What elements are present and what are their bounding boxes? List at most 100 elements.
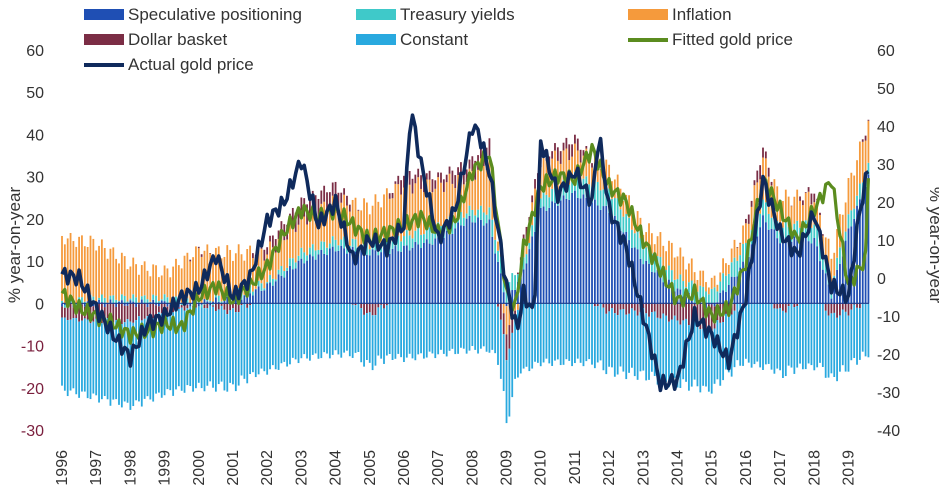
bar-segment-constant <box>460 303 462 348</box>
bar-segment-speculative-positioning <box>203 299 206 304</box>
bar-segment-constant <box>753 303 756 365</box>
bar-segment-dollar-basket <box>784 303 787 313</box>
bar-segment-dollar-basket <box>756 170 759 183</box>
bar-segment-inflation <box>739 243 742 256</box>
bar-segment-speculative-positioning <box>861 196 864 304</box>
bar-segment-constant <box>115 320 118 400</box>
x-tick-label: 2003 <box>293 450 310 485</box>
bar-segment-treasury-yields <box>522 257 525 270</box>
bar-segment-speculative-positioning <box>611 217 613 304</box>
bar-segment-constant <box>357 303 360 352</box>
bar-segment-inflation <box>613 179 616 199</box>
bar-segment-dollar-basket <box>864 135 867 141</box>
bar-segment-constant <box>437 303 440 355</box>
bar-segment-treasury-yields <box>505 288 508 304</box>
bar-segment-constant <box>819 303 821 363</box>
bar-segment-constant <box>699 329 702 393</box>
bar-segment-treasury-yields <box>682 281 685 297</box>
bar-segment-dollar-basket <box>833 303 836 313</box>
bar-segment-treasury-yields <box>126 301 129 304</box>
bar-segment-inflation <box>494 215 497 240</box>
bar-segment-constant <box>320 303 323 359</box>
bar-segment-speculative-positioning <box>240 299 243 304</box>
bar-segment-dollar-basket <box>819 212 821 216</box>
bar-segment-speculative-positioning <box>616 221 619 304</box>
bar-segment-inflation <box>183 255 186 298</box>
bar-segment-constant <box>562 303 565 365</box>
bar-segment-constant <box>109 323 112 406</box>
bar-segment-treasury-yields <box>112 295 115 304</box>
bar-segment-constant <box>175 311 177 390</box>
bar-segment-inflation <box>266 254 269 283</box>
bar-segment-constant <box>528 303 531 372</box>
bar-segment-speculative-positioning <box>140 299 143 304</box>
bar-segment-inflation <box>742 225 744 244</box>
bar-segment-constant <box>605 313 608 375</box>
bar-segment-dollar-basket <box>707 304 710 329</box>
bar-segment-speculative-positioning <box>739 267 742 304</box>
left-tick-label: 0 <box>35 296 44 313</box>
bar-segment-dollar-basket <box>300 197 303 211</box>
bar-segment-constant <box>257 303 260 375</box>
bar-segment-constant <box>283 303 286 362</box>
bar-segment-treasury-yields <box>252 291 254 296</box>
bar-segment-treasury-yields <box>243 294 246 296</box>
bar-segment-constant <box>554 303 556 361</box>
bar-segment-speculative-positioning <box>380 252 383 304</box>
bar-segment-constant <box>294 303 297 360</box>
bar-segment-dollar-basket <box>232 303 234 309</box>
bar-segment-inflation <box>836 229 838 258</box>
bar-segment-constant <box>861 303 864 352</box>
x-tick-label: 2006 <box>396 450 413 485</box>
bar-segment-speculative-positioning <box>431 244 434 304</box>
bar-segment-speculative-positioning <box>482 225 485 304</box>
bar-segment-constant <box>653 311 656 376</box>
bar-segment-dollar-basket <box>631 303 633 309</box>
bar-segment-constant <box>86 319 89 399</box>
bar-segment-inflation <box>95 250 98 302</box>
bar-segment-constant <box>166 312 169 390</box>
bar-segment-dollar-basket <box>853 303 856 305</box>
bar-segment-dollar-basket <box>155 305 157 316</box>
bar-segment-dollar-basket <box>753 180 756 186</box>
bar-segment-dollar-basket <box>799 196 801 201</box>
bar-segment-treasury-yields <box>517 274 519 282</box>
bar-segment-dollar-basket <box>810 193 813 205</box>
bar-segment-dollar-basket <box>366 303 368 314</box>
bar-segment-constant <box>844 311 847 372</box>
bar-segment-speculative-positioning <box>83 303 86 307</box>
bar-segment-treasury-yields <box>579 183 582 199</box>
bar-segment-speculative-positioning <box>243 295 246 304</box>
bar-segment-constant <box>394 303 397 359</box>
bar-segment-inflation <box>283 240 286 272</box>
bar-segment-inflation <box>679 247 682 275</box>
bar-segment-speculative-positioning <box>303 263 306 304</box>
bar-segment-constant <box>745 303 747 359</box>
bar-segment-treasury-yields <box>676 279 679 289</box>
bar-segment-inflation <box>551 158 554 189</box>
bar-segment-dollar-basket <box>705 308 707 329</box>
bar-segment-constant <box>522 303 525 369</box>
bar-segment-dollar-basket <box>123 305 126 323</box>
bar-segment-speculative-positioning <box>471 222 474 304</box>
bar-segment-treasury-yields <box>673 279 676 292</box>
bar-segment-treasury-yields <box>115 299 118 304</box>
legend-swatch <box>356 9 396 20</box>
bar-segment-inflation <box>400 194 402 242</box>
bar-segment-dollar-basket <box>460 162 462 173</box>
bar-segment-constant <box>169 308 172 391</box>
bar-segment-dollar-basket <box>177 307 180 309</box>
bar-segment-dollar-basket <box>357 209 360 211</box>
bar-segment-treasury-yields <box>343 236 346 249</box>
bar-segment-inflation <box>474 179 477 216</box>
x-tick-label: 2010 <box>533 450 550 485</box>
bar-segment-constant <box>559 303 562 366</box>
bar-segment-inflation <box>103 248 106 298</box>
bar-segment-constant <box>477 303 479 354</box>
bar-segment-dollar-basket <box>787 303 790 307</box>
bar-segment-inflation <box>867 120 870 163</box>
bar-segment-treasury-yields <box>189 306 192 308</box>
bar-segment-dollar-basket <box>508 325 511 349</box>
bar-segment-constant <box>431 303 434 354</box>
bar-segment-speculative-positioning <box>833 284 836 304</box>
